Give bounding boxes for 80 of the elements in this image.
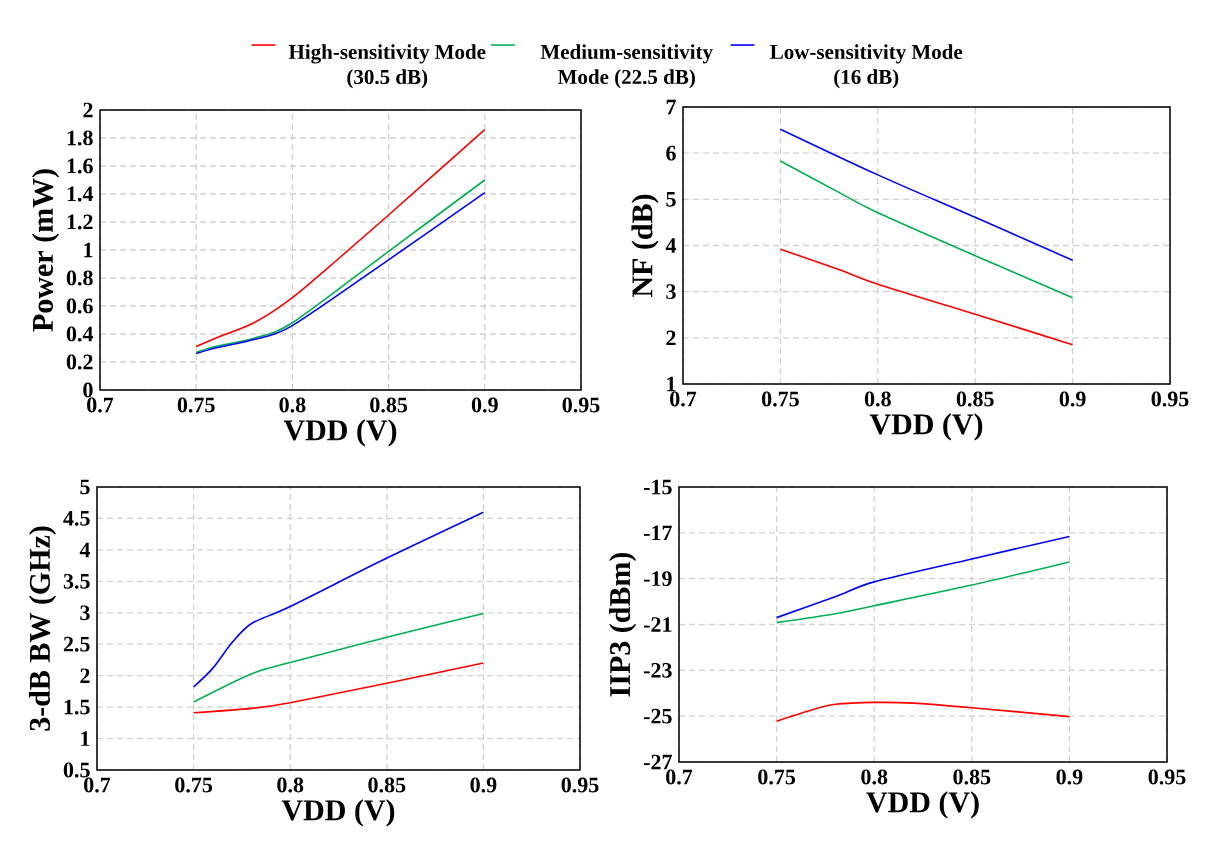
y-tick-label: 1.4 xyxy=(67,186,94,202)
y-tick-label: -17 xyxy=(643,525,672,541)
x-tick-label: 0.9 xyxy=(1059,391,1086,407)
y-tick-label: 7 xyxy=(666,99,676,115)
line-series xyxy=(779,160,1074,299)
x-tick-label: 0.75 xyxy=(758,769,796,785)
x-tick-label: 0.85 xyxy=(370,397,408,413)
x-tick-label: 0.75 xyxy=(175,777,213,793)
y-tick-label: 4 xyxy=(79,542,91,558)
y-tick-label: 1.5 xyxy=(64,699,90,715)
x-tick-label: 0.95 xyxy=(562,397,600,413)
y-tick-label: 2 xyxy=(666,330,676,346)
y-tick-label: 0.5 xyxy=(63,762,90,778)
x-axis-title: VDD (V) xyxy=(281,799,395,827)
x-tick-label: 0.8 xyxy=(279,397,306,413)
y-tick-label: 0 xyxy=(83,382,93,398)
x-tick-label: 0.9 xyxy=(471,397,498,413)
x-tick-label: 0.95 xyxy=(1151,391,1189,407)
y-tick-label: 1.6 xyxy=(67,158,93,174)
y-axis-title: IIP3 (dBm) xyxy=(609,552,637,697)
y-tick-label: 4.5 xyxy=(63,511,90,526)
x-tick-label: 0.8 xyxy=(861,769,888,785)
x-tick-label: 0.95 xyxy=(1148,769,1186,785)
y-axis-title: 3-dB BW (GHz) xyxy=(28,526,57,731)
line-series xyxy=(775,535,1071,619)
x-tick-label: 0.7 xyxy=(666,769,693,785)
x-tick-label: 0.85 xyxy=(953,769,991,785)
y-tick-label: -19 xyxy=(643,571,672,587)
y-tick-label: 1 xyxy=(84,242,93,258)
y-tick-label: -15 xyxy=(643,479,672,495)
line-series xyxy=(192,612,485,703)
x-tick-label: 0.95 xyxy=(561,777,599,793)
x-tick-label: 0.9 xyxy=(470,777,497,793)
y-tick-label: 1 xyxy=(81,731,90,746)
y-tick-label: 5 xyxy=(666,192,676,207)
x-tick-label: 0.7 xyxy=(87,397,114,413)
y-tick-label: 3 xyxy=(666,284,676,300)
x-tick-label: 0.9 xyxy=(1056,769,1083,785)
y-tick-label: -23 xyxy=(643,662,672,678)
y-tick-label: -25 xyxy=(643,708,672,724)
y-tick-label: 1.8 xyxy=(67,130,93,146)
x-tick-label: 0.75 xyxy=(177,397,215,413)
x-tick-label: 0.75 xyxy=(761,391,799,407)
x-tick-label: 0.8 xyxy=(277,777,304,793)
y-tick-label: 2.5 xyxy=(63,636,90,652)
y-tick-label: 0.4 xyxy=(66,326,94,342)
y-tick-label: 4 xyxy=(665,238,677,253)
x-axis-title: VDD (V) xyxy=(283,419,397,447)
x-tick-label: 0.7 xyxy=(670,391,697,407)
y-tick-label: 3.5 xyxy=(63,573,90,589)
x-tick-label: 0.8 xyxy=(864,391,891,407)
y-tick-label: 3 xyxy=(80,605,90,621)
y-axis-title: NF (dB) xyxy=(631,194,659,298)
x-tick-label: 0.85 xyxy=(956,391,994,407)
y-tick-label: 1.2 xyxy=(67,214,93,230)
y-tick-label: 2 xyxy=(80,668,90,683)
y-tick-label: 1 xyxy=(667,376,676,392)
line-series xyxy=(779,128,1074,262)
y-tick-label: 0.6 xyxy=(66,298,93,314)
y-axis-title: Power (mW) xyxy=(31,169,60,332)
legend-label: High-sensitivity Mode (30.5 dB) xyxy=(288,44,486,89)
y-tick-label: 6 xyxy=(666,145,676,161)
line-series xyxy=(192,662,485,714)
legend-label: Low-sensitivity Mode (16 dB) xyxy=(770,44,963,89)
y-tick-label: -21 xyxy=(643,617,672,632)
line-series xyxy=(779,248,1074,346)
x-tick-label: 0.7 xyxy=(84,777,111,793)
line-series xyxy=(195,128,486,348)
y-tick-label: 5 xyxy=(80,479,90,495)
y-tick-label: -27 xyxy=(643,754,672,770)
legend-label: Medium-sensitivity Mode (22.5 dB) xyxy=(540,44,713,89)
line-series xyxy=(192,511,485,688)
y-tick-label: 0.2 xyxy=(66,354,93,370)
y-tick-label: 2 xyxy=(83,102,93,118)
y-tick-label: 0.8 xyxy=(66,270,93,286)
line-series xyxy=(775,561,1071,624)
x-tick-label: 0.85 xyxy=(368,777,406,793)
x-axis-title: VDD (V) xyxy=(866,791,979,819)
x-axis-title: VDD (V) xyxy=(869,413,983,441)
line-series xyxy=(775,701,1071,723)
